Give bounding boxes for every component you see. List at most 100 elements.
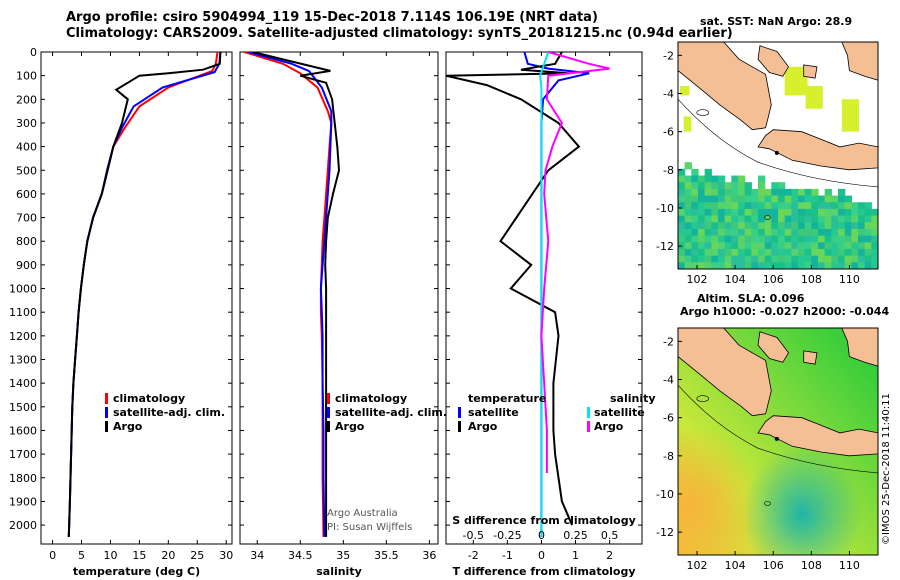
map2-subtitle: Argo h1000: -0.027 h2000: -0.044 <box>680 305 889 318</box>
sst-pixel <box>804 195 812 203</box>
sst-pixel <box>764 262 772 269</box>
sst-pixel <box>811 235 819 243</box>
sst-pixel <box>864 255 872 263</box>
sst-patch <box>683 116 692 132</box>
sst-pixel <box>838 222 846 230</box>
sst-pixel <box>844 195 852 203</box>
sst-pixel <box>785 269 792 276</box>
legend-label: Argo <box>335 420 365 433</box>
sst-pixel <box>864 235 872 243</box>
sst-pixel <box>704 202 712 210</box>
sst-pixel <box>824 228 832 237</box>
sst-pixel <box>738 175 746 183</box>
sst-pixel <box>791 202 799 210</box>
x-tick-label: 1 <box>572 549 579 562</box>
sst-pixel <box>678 202 686 210</box>
sst-pixel <box>804 208 812 217</box>
sst-pixel <box>878 209 885 216</box>
sst-pixel <box>764 222 772 230</box>
sst-pixel <box>778 235 786 243</box>
x-tick-label: 2 <box>606 549 613 562</box>
sst-pixel <box>771 248 779 257</box>
sst-pixel <box>731 242 739 250</box>
sst-pixel <box>824 255 832 263</box>
sst-pixel <box>878 236 885 243</box>
legend-label: satellite <box>594 406 645 419</box>
sst-pixel <box>738 242 746 250</box>
sst-pixel <box>698 208 706 217</box>
sst-pixel <box>851 242 859 250</box>
sst-pixel <box>751 228 759 237</box>
sst-pixel <box>778 255 786 263</box>
sst-pixel <box>784 242 792 250</box>
sst-pixel <box>751 202 759 210</box>
sst-pixel <box>764 195 772 203</box>
sst-pixel <box>678 215 686 223</box>
sst-pixel <box>738 255 746 263</box>
sst-pixel <box>684 195 692 203</box>
y-tick-label: 800 <box>16 235 37 248</box>
sst-pixel <box>758 262 766 269</box>
sst-pixel <box>844 222 852 230</box>
sst-pixel <box>771 242 779 250</box>
legend-swatch <box>587 421 590 432</box>
sst-pixel <box>838 195 846 203</box>
land-belitung <box>803 350 818 365</box>
sst-pixel <box>704 248 712 257</box>
sst-pixel <box>818 195 826 203</box>
sst-pixel <box>784 222 792 230</box>
sst-pixel <box>758 255 766 263</box>
sst-pixel <box>811 228 819 237</box>
sst-pixel <box>718 248 726 257</box>
sst-pixel <box>791 269 798 276</box>
series-line-t-argo <box>446 52 581 526</box>
map-frame <box>677 327 879 556</box>
sst-pixel <box>784 195 792 203</box>
sst-pixel <box>698 228 706 237</box>
sst-pixel <box>844 255 852 263</box>
sst-pixel <box>678 182 686 190</box>
plot-frame <box>40 51 233 545</box>
sst-pixel <box>738 215 746 223</box>
sst-pixel <box>724 255 732 263</box>
sst-pixel <box>824 208 832 217</box>
sst-pixel <box>811 215 819 223</box>
sst-pixel <box>678 255 686 263</box>
sst-pixel <box>778 262 786 269</box>
sst-pixel <box>751 208 759 217</box>
y-tick-label: 1800 <box>9 472 37 485</box>
x2-axis-label: S difference from climatology <box>452 514 636 527</box>
sst-pixel <box>851 248 859 257</box>
sst-pixel <box>838 235 846 243</box>
sst-pixel <box>784 248 792 257</box>
y-tick-label: -8 <box>663 450 674 463</box>
sst-pixel <box>791 228 799 237</box>
sst-pixel <box>724 262 732 269</box>
sst-pixel <box>744 248 752 257</box>
map-layer <box>678 42 885 276</box>
sst-pixel <box>724 235 732 243</box>
sst-pixel <box>744 255 752 263</box>
sst-pixel <box>858 255 866 263</box>
land-java <box>757 129 878 171</box>
sst-pixel <box>744 202 752 210</box>
sst-pixel <box>771 182 779 190</box>
sst-pixel <box>811 248 819 257</box>
sst-pixel <box>838 262 846 269</box>
sst-pixel <box>778 202 786 210</box>
sst-pixel <box>711 188 719 197</box>
sst-pixel <box>818 215 826 223</box>
sst-pixel <box>678 228 686 237</box>
sst-pixel <box>851 222 859 230</box>
sst-pixel <box>838 255 846 263</box>
sst-pixel <box>738 248 746 257</box>
sst-pixel <box>804 188 812 197</box>
sst-pixel <box>798 242 806 250</box>
sst-pixel <box>858 262 866 269</box>
sst-pixel <box>711 242 719 250</box>
sst-pixel <box>764 235 772 243</box>
sst-pixel <box>864 228 872 237</box>
sst-pixel <box>858 228 866 237</box>
sst-pixel <box>711 215 719 223</box>
